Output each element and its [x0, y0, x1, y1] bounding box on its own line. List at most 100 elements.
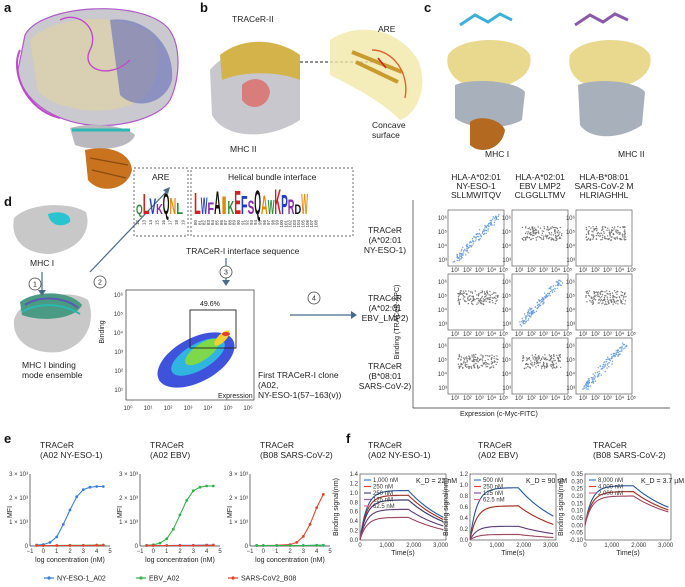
- series-point-NY-ESO-1_A02: [48, 541, 52, 544]
- scatter-point: [467, 365, 469, 368]
- scatter-point: [599, 372, 601, 375]
- grid-ytick: 10⁴: [566, 371, 576, 378]
- scatter-point: [535, 237, 537, 239]
- scatter-point: [486, 293, 489, 295]
- scatter-point: [534, 354, 537, 356]
- scatter-point: [490, 219, 493, 222]
- scatter-point: [586, 239, 588, 241]
- scatter-point: [481, 360, 484, 362]
- scatter-point: [472, 358, 475, 360]
- series-point-SARS-CoV2_B08: [55, 544, 59, 547]
- scatter-point: [547, 292, 549, 295]
- scatter-point: [462, 252, 464, 254]
- scatter-point: [489, 219, 491, 222]
- bli-ytick: 1.4: [350, 472, 359, 478]
- scatter-point: [615, 229, 617, 231]
- scatter-point: [533, 227, 536, 229]
- bli-title-line: TRACeR: [368, 440, 402, 450]
- scatter-point: [615, 292, 617, 294]
- scatter-point: [543, 365, 545, 367]
- grid-row-head-line: EBV_LMP2): [362, 313, 409, 323]
- scatter-point: [622, 234, 624, 236]
- scatter-point: [466, 249, 468, 252]
- grid-xtick: 10²: [591, 332, 600, 338]
- scatter-point: [622, 236, 624, 238]
- scatter-point: [477, 367, 479, 369]
- grid-ytick: 10³: [438, 386, 447, 392]
- scatter-point: [604, 235, 606, 238]
- bli-fit-1,000 nM: [359, 490, 444, 541]
- scatter-point: [467, 247, 470, 249]
- grid-ytick: 10⁵: [502, 357, 512, 364]
- scatter-point: [613, 298, 615, 300]
- flow-ytick: 10⁶: [114, 292, 124, 299]
- scatter-point: [469, 298, 471, 301]
- scatter-point: [527, 357, 529, 360]
- scatter-point: [599, 365, 602, 367]
- bli-ylabel: Binding signal(nm): [443, 478, 450, 536]
- scatter-point: [526, 359, 528, 361]
- scatter-point: [604, 299, 606, 301]
- scatter-point: [594, 378, 596, 380]
- scatter-point: [540, 299, 543, 301]
- scatter-point: [624, 231, 626, 233]
- scatter-point: [542, 361, 545, 364]
- scatter-point: [468, 357, 470, 360]
- bli-fit-250 nM: [469, 505, 554, 541]
- scatter-point: [619, 238, 622, 241]
- scatter-point: [587, 292, 590, 294]
- logo-position: 94: [253, 220, 258, 226]
- scatter-point: [621, 348, 623, 350]
- scatter-point: [473, 235, 475, 238]
- titration-ytick: 0: [245, 544, 249, 550]
- scatter-point: [599, 297, 601, 299]
- scatter-point: [469, 246, 471, 248]
- scatter-point: [457, 298, 460, 300]
- scatter-point: [461, 248, 463, 251]
- grid-col-head-line: HLA-B*08:01: [579, 172, 629, 182]
- scatter-point: [490, 366, 493, 368]
- scatter-point: [585, 226, 587, 229]
- flow-xtick: 10¹: [144, 406, 153, 412]
- scatter-point: [600, 374, 602, 376]
- titration-xtick: 4: [315, 549, 319, 555]
- step-3-circle: [219, 265, 233, 279]
- scatter-point: [588, 378, 590, 380]
- scatter-point: [459, 254, 461, 256]
- scatter-point: [470, 246, 473, 248]
- scatter-point: [487, 297, 489, 299]
- scatter-point: [483, 296, 486, 298]
- titration-ytick: 2 × 10³: [119, 496, 138, 502]
- legend-label: EBV_A02: [149, 576, 179, 583]
- logo-letter: W: [301, 189, 308, 221]
- logo-position: 106: [305, 220, 310, 228]
- panel-b-structure: [210, 29, 423, 135]
- bli-legend-label: 250 nM: [373, 491, 393, 497]
- scatter-point: [561, 282, 564, 284]
- scatter-point: [611, 360, 614, 363]
- scatter-point: [468, 366, 471, 368]
- scatter-point: [536, 362, 538, 365]
- scatter-point: [620, 346, 622, 348]
- scatter-point: [527, 363, 529, 366]
- bli-legend-label: 500 nM: [483, 478, 503, 484]
- logo-position: 107: [309, 220, 314, 228]
- step-3-label: 3: [224, 270, 228, 277]
- series-point-SARS-CoV2_B08: [68, 544, 72, 547]
- scatter-point: [490, 357, 493, 360]
- scatter-point: [539, 227, 542, 229]
- grid-col-head-line: SARS-CoV-2 M: [574, 181, 633, 191]
- bli-title-line: (A02 EBV): [478, 450, 518, 460]
- scatter-point: [536, 302, 538, 304]
- scatter-point: [458, 303, 460, 305]
- scatter-point: [614, 353, 616, 355]
- bli-xtick: 0: [468, 543, 472, 549]
- scatter-point: [546, 365, 548, 367]
- scatter-point: [542, 238, 545, 241]
- scatter-point: [543, 235, 545, 237]
- grid-col-head: HLA-A*02:01 EBV LMP2 CLGGLLTMV: [515, 172, 566, 200]
- flow-xtick: 10³: [184, 406, 193, 412]
- bli-ylabel: Binding signal(nm): [558, 478, 565, 536]
- scatter-point: [484, 229, 486, 231]
